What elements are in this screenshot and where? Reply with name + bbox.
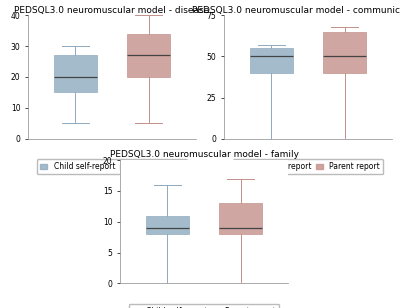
Bar [54,55,97,92]
Title: PEDSQL3.0 neuromuscular model - communication: PEDSQL3.0 neuromuscular model - communic… [192,6,400,14]
Legend: Child self-report, Parent report: Child self-report, Parent report [233,159,383,174]
Title: PEDSQL3.0 neuromuscular model - disease: PEDSQL3.0 neuromuscular model - disease [14,6,210,14]
Legend: Child self-report, Parent report: Child self-report, Parent report [129,304,279,308]
Legend: Child self-report, Parent report: Child self-report, Parent report [37,159,187,174]
Bar [250,48,293,73]
Bar [146,216,189,234]
Bar [323,32,366,73]
Title: PEDSQL3.0 neuromuscular model - family: PEDSQL3.0 neuromuscular model - family [110,150,298,159]
Bar [127,34,170,77]
Bar [219,203,262,234]
